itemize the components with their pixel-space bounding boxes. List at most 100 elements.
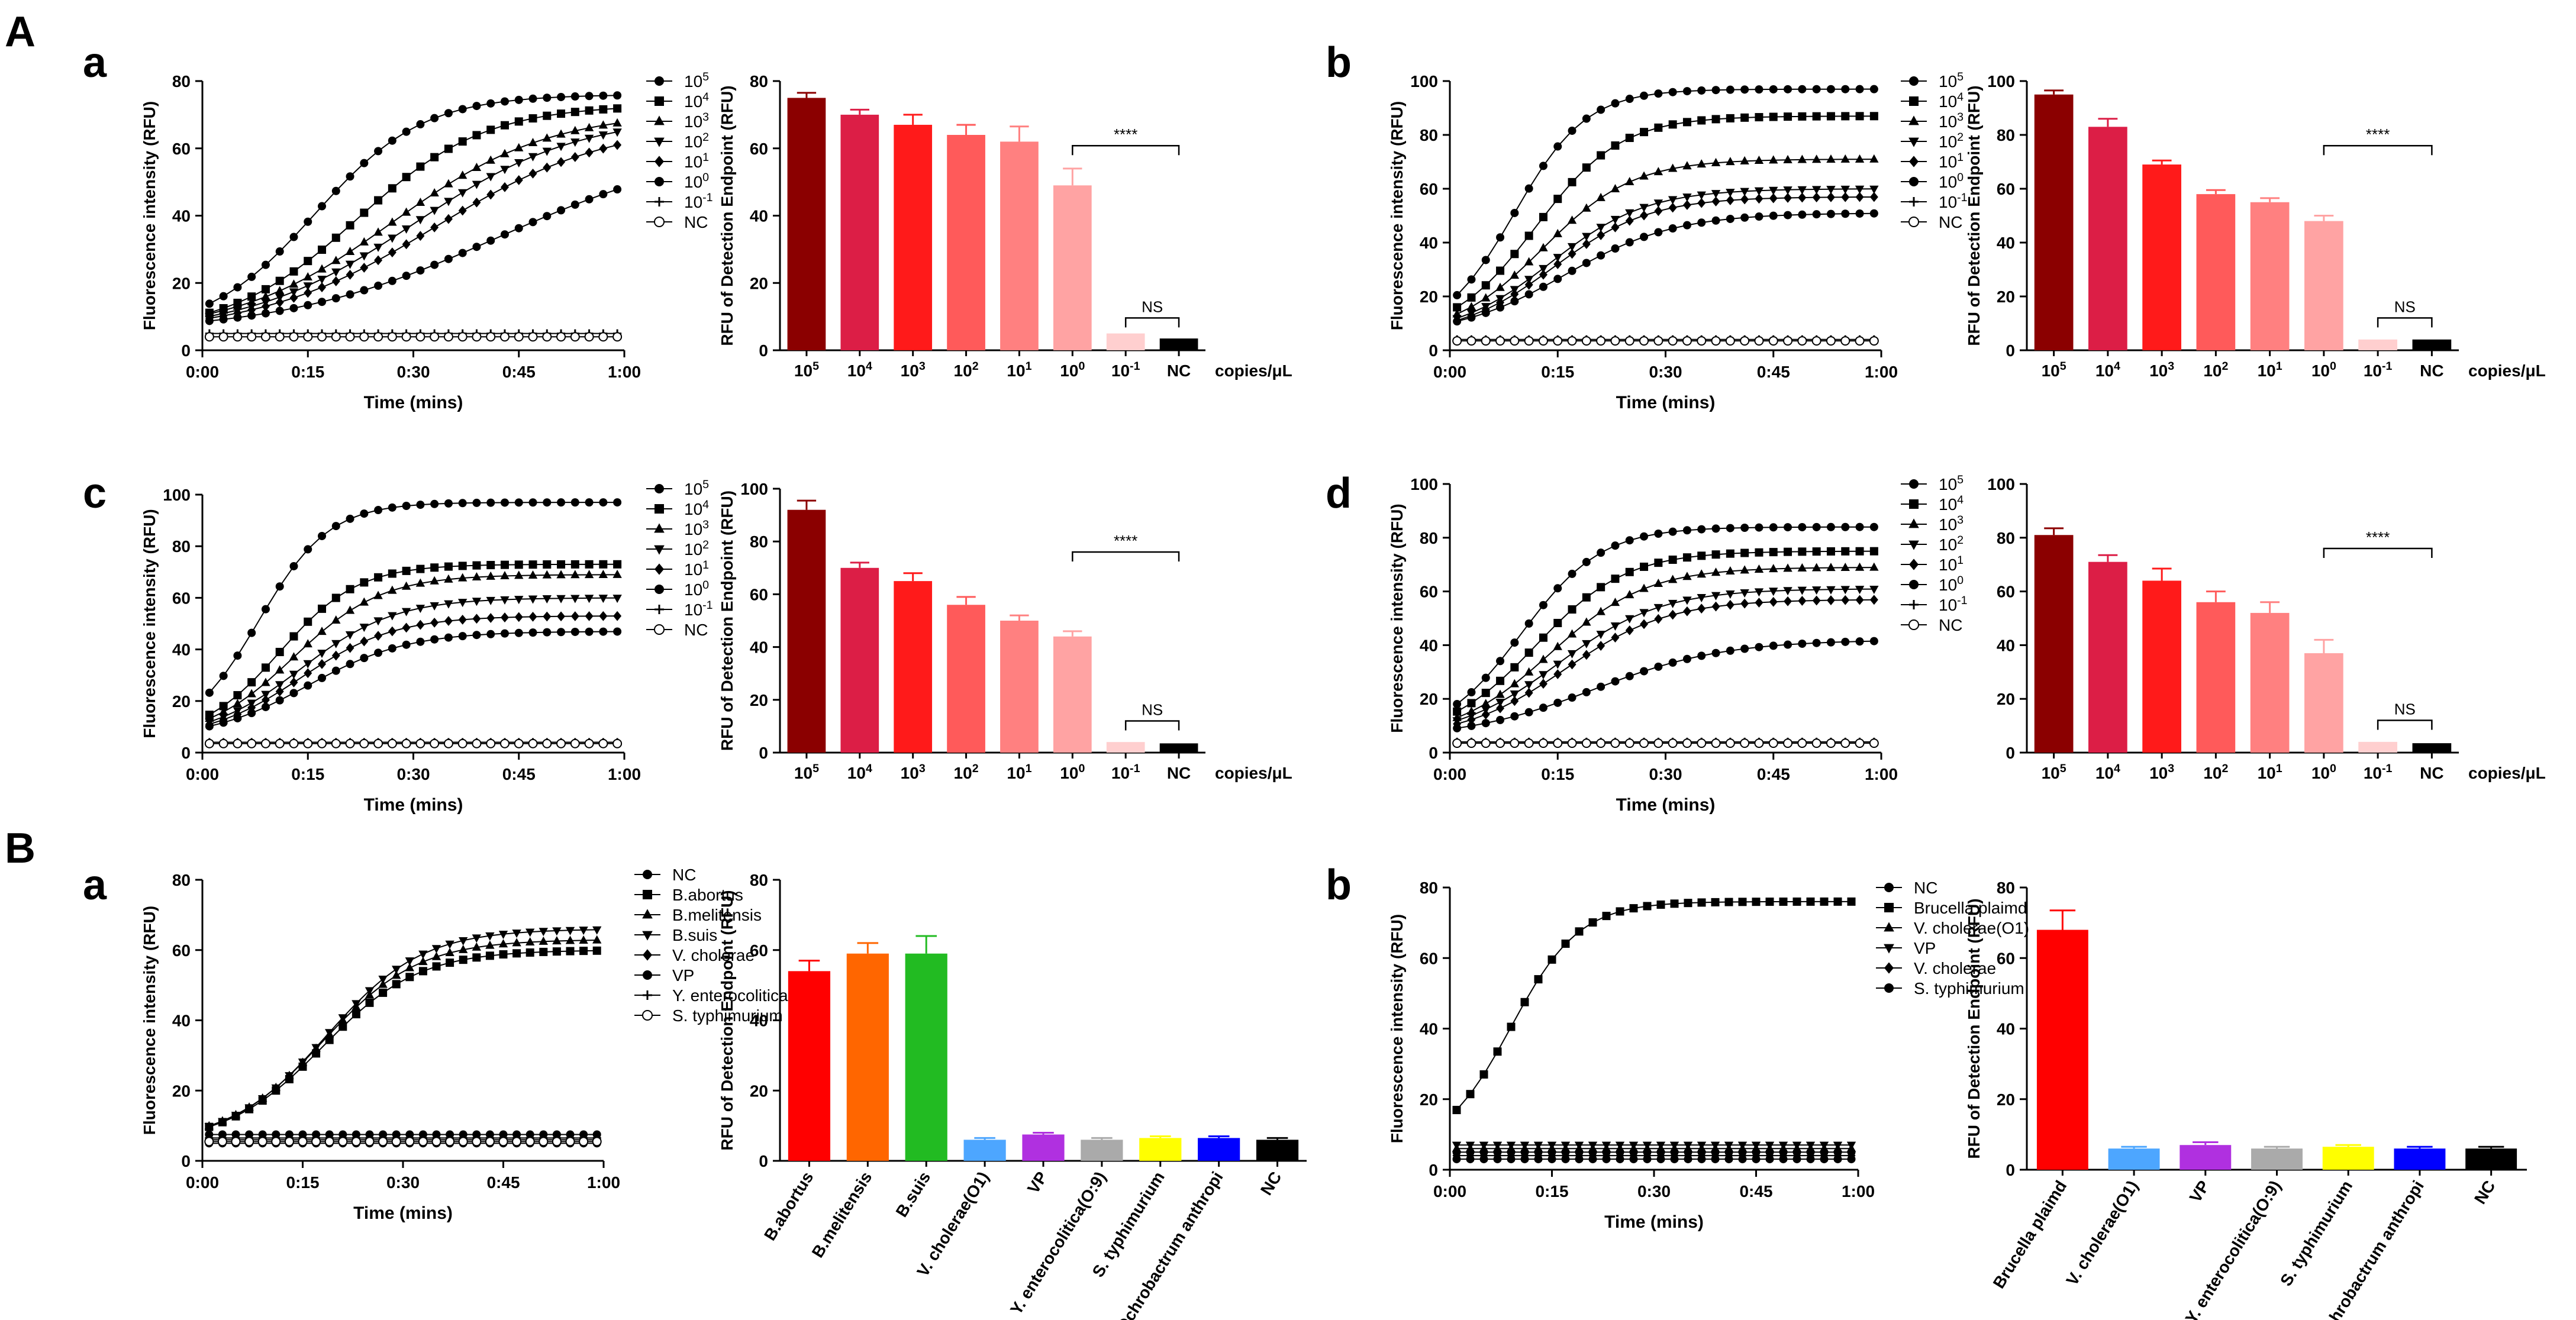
data-point bbox=[304, 257, 312, 266]
series-10-4 bbox=[205, 104, 622, 317]
data-point bbox=[405, 973, 414, 982]
data-point bbox=[1697, 1141, 1707, 1150]
data-point bbox=[1682, 526, 1691, 535]
data-point bbox=[318, 659, 327, 669]
data-point bbox=[401, 332, 411, 342]
series-10-0 bbox=[1453, 637, 1878, 732]
data-point bbox=[1561, 1141, 1571, 1150]
data-point bbox=[1820, 1155, 1829, 1164]
bar-10-3 bbox=[2142, 164, 2181, 350]
x-tick-label: 105 bbox=[2042, 762, 2066, 782]
y-tick-label: 40 bbox=[1997, 636, 2015, 654]
y-tick-label: 40 bbox=[1997, 1020, 2015, 1038]
data-point bbox=[444, 109, 453, 118]
data-point bbox=[388, 585, 397, 594]
data-point bbox=[1640, 667, 1649, 676]
data-point bbox=[1869, 209, 1878, 218]
data-point bbox=[331, 276, 340, 286]
data-point bbox=[1553, 584, 1562, 593]
data-point bbox=[542, 133, 552, 142]
data-point bbox=[599, 611, 608, 621]
data-point bbox=[1539, 633, 1547, 642]
data-point bbox=[374, 506, 383, 515]
data-point bbox=[528, 114, 537, 123]
legend-marker bbox=[655, 585, 664, 594]
data-point bbox=[1481, 293, 1491, 302]
data-point bbox=[612, 569, 622, 578]
data-point bbox=[1553, 660, 1562, 669]
data-point bbox=[1726, 157, 1735, 166]
y-tick-label: 40 bbox=[750, 1012, 768, 1030]
data-point bbox=[1783, 336, 1793, 346]
data-point bbox=[331, 593, 340, 602]
series-line bbox=[209, 122, 618, 315]
data-point bbox=[543, 611, 552, 622]
data-point bbox=[1510, 712, 1519, 721]
data-point bbox=[1711, 567, 1721, 576]
data-point bbox=[345, 246, 355, 255]
bar-VP bbox=[1022, 1134, 1065, 1161]
series-line bbox=[1456, 640, 1874, 729]
x-tick-label: 1:00 bbox=[1865, 363, 1898, 381]
legend-item: 100 bbox=[684, 579, 709, 599]
y-tick-label: 80 bbox=[1997, 529, 2015, 547]
data-point bbox=[525, 948, 534, 957]
data-point bbox=[1846, 1141, 1856, 1150]
legend-marker bbox=[1884, 983, 1894, 993]
data-point bbox=[498, 1137, 508, 1147]
data-point bbox=[579, 935, 588, 944]
data-point bbox=[1481, 281, 1490, 290]
panel-label-A-b: b bbox=[1326, 39, 1352, 86]
legend-marker bbox=[655, 563, 664, 575]
data-point bbox=[1769, 193, 1778, 204]
y-tick-label: 60 bbox=[172, 589, 191, 607]
data-point bbox=[1553, 142, 1562, 151]
data-point bbox=[1581, 336, 1591, 346]
y-tick-label: 100 bbox=[1987, 475, 2015, 493]
y-tick-label: 60 bbox=[1997, 949, 2015, 967]
data-point bbox=[1855, 522, 1864, 531]
series-10-2 bbox=[205, 595, 622, 727]
legend-item: NC bbox=[684, 621, 708, 639]
data-point bbox=[1697, 191, 1706, 200]
data-point bbox=[557, 498, 566, 507]
data-point bbox=[1668, 163, 1678, 172]
data-point bbox=[1547, 1155, 1556, 1164]
data-point bbox=[247, 628, 256, 637]
data-point bbox=[1534, 1155, 1543, 1164]
data-point bbox=[1711, 898, 1720, 906]
data-point bbox=[1610, 215, 1620, 224]
data-point bbox=[1769, 112, 1778, 121]
data-point bbox=[1493, 1155, 1502, 1164]
x-tick-label: 104 bbox=[847, 360, 872, 380]
bar-V-cholerae-O1- bbox=[2108, 1148, 2160, 1170]
data-point bbox=[331, 332, 341, 342]
data-point bbox=[1724, 1141, 1734, 1150]
bar-10-1 bbox=[2250, 612, 2290, 753]
data-point bbox=[1611, 99, 1620, 108]
data-point bbox=[338, 1137, 348, 1147]
legend-item: 103 bbox=[1939, 514, 1964, 534]
x-tick-label: 103 bbox=[2149, 360, 2174, 380]
data-point bbox=[458, 561, 467, 570]
data-point bbox=[1524, 667, 1534, 676]
series-10-3 bbox=[1452, 562, 1879, 721]
data-point bbox=[415, 332, 425, 342]
bar-NC bbox=[2412, 743, 2452, 753]
data-point bbox=[1755, 113, 1763, 122]
series-line bbox=[208, 950, 597, 1128]
data-point bbox=[1668, 202, 1677, 213]
data-point bbox=[1754, 738, 1764, 748]
data-point bbox=[1597, 641, 1605, 651]
x-tick-label: 0:45 bbox=[502, 363, 536, 381]
x-tick-label: VP bbox=[1024, 1169, 1051, 1197]
y-tick-label: 80 bbox=[1420, 126, 1438, 144]
data-point bbox=[402, 272, 411, 280]
data-point bbox=[1697, 525, 1706, 534]
data-point bbox=[457, 599, 468, 608]
data-point bbox=[1682, 596, 1692, 605]
data-point bbox=[1811, 563, 1821, 572]
data-point bbox=[1826, 209, 1835, 218]
data-point bbox=[499, 738, 510, 748]
data-point bbox=[1724, 898, 1733, 906]
